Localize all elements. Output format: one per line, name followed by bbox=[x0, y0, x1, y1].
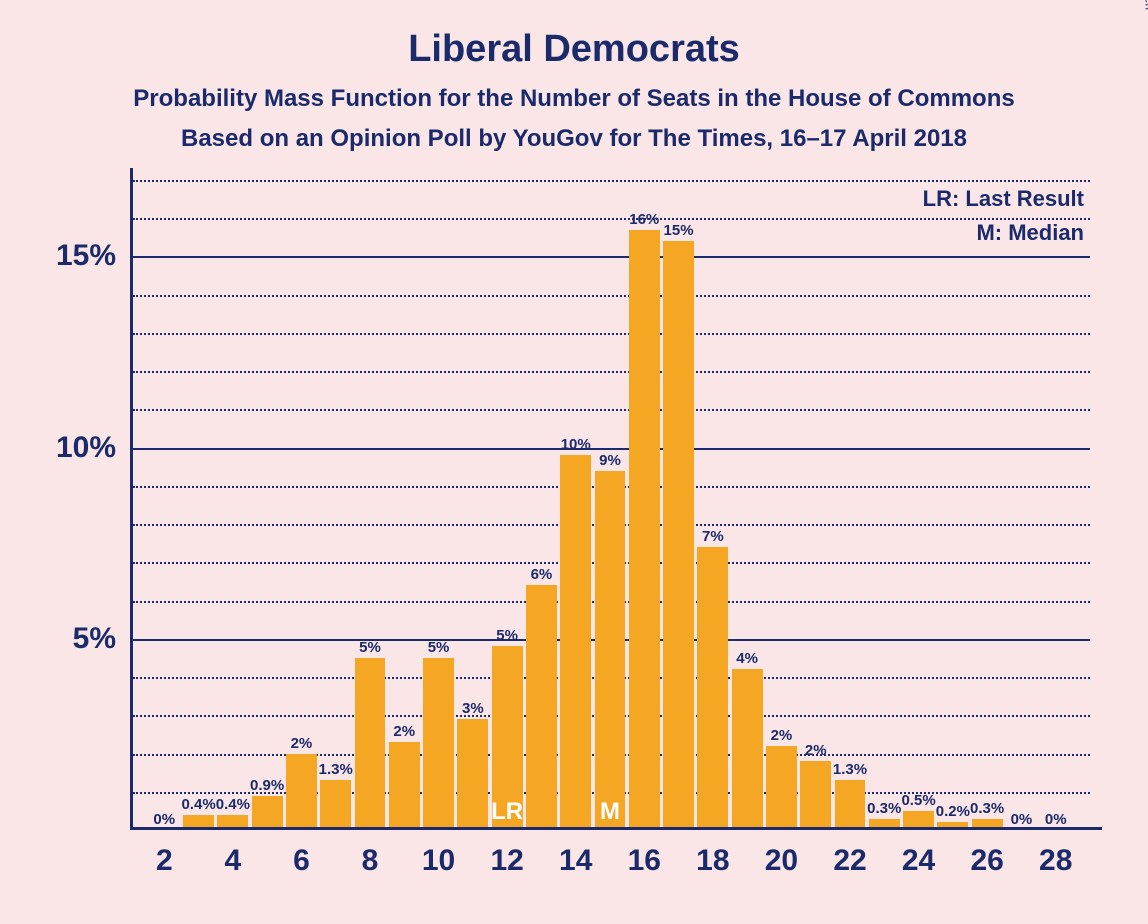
gridline-minor bbox=[133, 180, 1090, 182]
bar-value-label: 5% bbox=[359, 639, 381, 658]
bar: 1.3% bbox=[835, 780, 866, 830]
bar-value-label: 2% bbox=[291, 735, 313, 754]
bar-value-label: 10% bbox=[561, 436, 591, 455]
bar-value-label: 16% bbox=[629, 211, 659, 230]
x-tick-label: 20 bbox=[765, 830, 798, 878]
gridline-minor bbox=[133, 218, 1090, 220]
bar: 6% bbox=[526, 585, 557, 830]
legend-median: M: Median bbox=[976, 220, 1084, 246]
bar-value-label: 1.3% bbox=[319, 761, 353, 780]
x-tick-label: 28 bbox=[1039, 830, 1072, 878]
x-tick-label: 6 bbox=[293, 830, 310, 878]
bar-value-label: 6% bbox=[531, 566, 553, 585]
bar: 1.3% bbox=[320, 780, 351, 830]
last-result-marker: LR bbox=[491, 798, 523, 826]
bar-value-label: 0.4% bbox=[181, 796, 215, 815]
x-tick-label: 26 bbox=[970, 830, 1003, 878]
bar-value-label: 1.3% bbox=[833, 761, 867, 780]
gridline-minor bbox=[133, 371, 1090, 373]
y-tick-label: 5% bbox=[73, 622, 130, 656]
bar-value-label: 4% bbox=[736, 650, 758, 669]
x-tick-label: 24 bbox=[902, 830, 935, 878]
bar: 0.9% bbox=[252, 796, 283, 830]
x-tick-label: 16 bbox=[628, 830, 661, 878]
bar: 16% bbox=[629, 230, 660, 830]
bar-value-label: 0.2% bbox=[936, 803, 970, 822]
chart-title: Liberal Democrats bbox=[0, 0, 1148, 71]
x-tick-label: 12 bbox=[490, 830, 523, 878]
gridline-minor bbox=[133, 295, 1090, 297]
bar-value-label: 0.5% bbox=[901, 792, 935, 811]
bar-value-label: 0.9% bbox=[250, 777, 284, 796]
bar: 7% bbox=[697, 547, 728, 830]
bar: 5%LR bbox=[492, 646, 523, 830]
gridline-minor bbox=[133, 409, 1090, 411]
gridline-major bbox=[133, 256, 1090, 258]
y-tick-label: 15% bbox=[56, 239, 130, 273]
bar-value-label: 0.3% bbox=[867, 800, 901, 819]
gridline-major bbox=[133, 448, 1090, 450]
bar-value-label: 0.3% bbox=[970, 800, 1004, 819]
bar-value-label: 5% bbox=[428, 639, 450, 658]
bar: 5% bbox=[423, 658, 454, 830]
bar: 15% bbox=[663, 241, 694, 830]
bar-value-label: 9% bbox=[599, 452, 621, 471]
chart-subtitle-1: Probability Mass Function for the Number… bbox=[0, 71, 1148, 113]
bar: 9%M bbox=[595, 471, 626, 830]
bar: 10% bbox=[560, 455, 591, 830]
x-tick-label: 18 bbox=[696, 830, 729, 878]
x-tick-label: 14 bbox=[559, 830, 592, 878]
x-tick-label: 4 bbox=[225, 830, 242, 878]
y-axis bbox=[130, 168, 133, 830]
bar: 4% bbox=[732, 669, 763, 830]
x-tick-label: 10 bbox=[422, 830, 455, 878]
x-tick-label: 22 bbox=[833, 830, 866, 878]
bar: 2% bbox=[389, 742, 420, 830]
bar: 3% bbox=[457, 719, 488, 830]
bar: 5% bbox=[355, 658, 386, 830]
legend-last-result: LR: Last Result bbox=[923, 186, 1084, 212]
bar: 2% bbox=[800, 761, 831, 830]
median-marker: M bbox=[600, 798, 620, 826]
x-tick-label: 2 bbox=[156, 830, 173, 878]
bar: 2% bbox=[766, 746, 797, 830]
x-axis bbox=[130, 827, 1102, 830]
bar-value-label: 3% bbox=[462, 700, 484, 719]
gridline-minor bbox=[133, 333, 1090, 335]
bar-value-label: 7% bbox=[702, 528, 724, 547]
bar-value-label: 0.4% bbox=[216, 796, 250, 815]
chart-plot-area: 5%10%15%0%0.4%0.4%0.9%2%1.3%5%2%5%3%5%LR… bbox=[130, 180, 1090, 830]
y-tick-label: 10% bbox=[56, 431, 130, 465]
bar-value-label: 2% bbox=[805, 742, 827, 761]
bar-value-label: 15% bbox=[664, 222, 694, 241]
bar-value-label: 2% bbox=[393, 723, 415, 742]
bar: 2% bbox=[286, 754, 317, 830]
bar-value-label: 2% bbox=[771, 727, 793, 746]
x-tick-label: 8 bbox=[362, 830, 379, 878]
chart-subtitle-2: Based on an Opinion Poll by YouGov for T… bbox=[0, 113, 1148, 153]
bar-value-label: 5% bbox=[496, 627, 518, 646]
copyright-text: © 2018 Filip van Laenen bbox=[1142, 0, 1148, 10]
